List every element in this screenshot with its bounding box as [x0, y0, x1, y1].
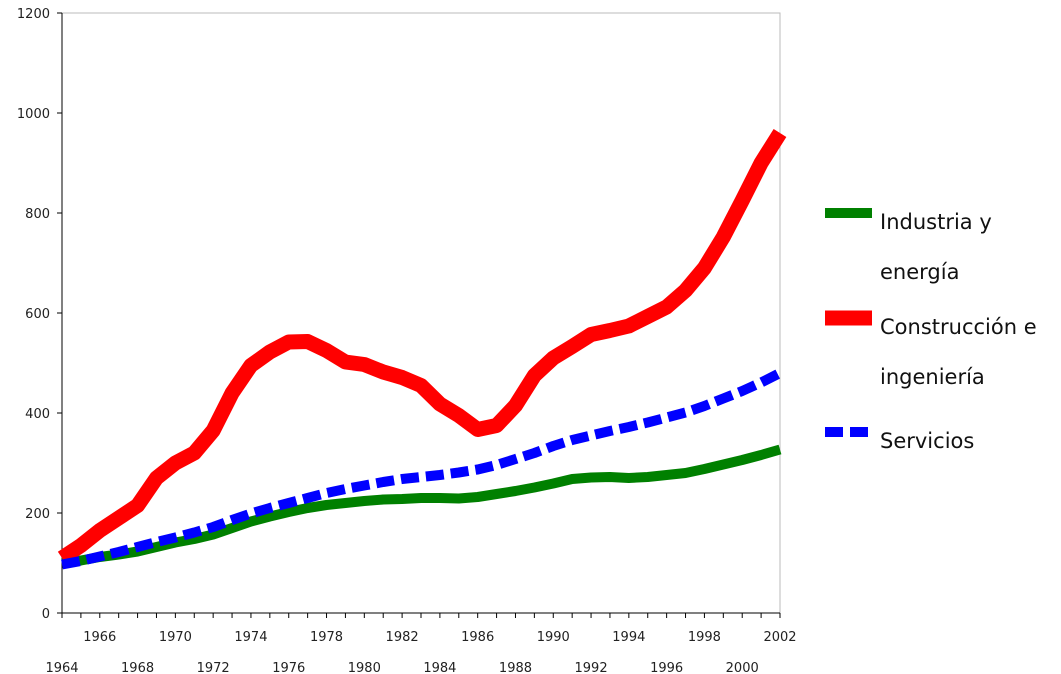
series-line — [57, 129, 787, 565]
x-tick-label: 1974 — [234, 630, 267, 645]
legend-label: Construcción e — [880, 315, 1037, 339]
x-tick-label: 1984 — [423, 661, 456, 674]
x-tick-label: 1994 — [612, 630, 645, 645]
x-tick-label: 1996 — [650, 661, 683, 674]
x-tick-label: 1966 — [83, 630, 116, 645]
x-tick-label: 1992 — [575, 661, 608, 674]
y-tick-label: 600 — [25, 307, 50, 322]
legend-label: energía — [880, 260, 959, 284]
y-tick-label: 800 — [25, 207, 50, 222]
legend: Industria y energía Construcción e ingenier… — [825, 208, 1037, 453]
x-tick-label: 1990 — [537, 630, 570, 645]
plot-frame — [61, 12, 781, 614]
y-tick-label: 1000 — [17, 107, 50, 122]
x-tick-label: 1976 — [272, 661, 305, 674]
x-tick-label: 1964 — [45, 661, 78, 674]
legend-label: Servicios — [880, 429, 974, 453]
x-tick-label: 1988 — [499, 661, 532, 674]
x-tick-label: 1982 — [386, 630, 419, 645]
series-line — [61, 368, 783, 570]
x-tick-label: 1978 — [310, 630, 343, 645]
x-tick-label: 1972 — [197, 661, 230, 674]
x-tick-label: 2000 — [726, 661, 759, 674]
x-tick-label: 1998 — [688, 630, 721, 645]
series-line — [61, 444, 782, 568]
x-axis-ticks: 1966 1970 1974 1978 1982 1986 1990 1994 1998 2002… — [45, 613, 797, 674]
series-layer — [57, 129, 787, 570]
y-tick-label: 400 — [25, 407, 50, 422]
y-tick-label: 1200 — [17, 7, 50, 22]
x-tick-label: 1970 — [159, 630, 192, 645]
axes — [61, 12, 781, 614]
x-tick-label: 2002 — [763, 630, 796, 645]
y-tick-label: 200 — [25, 507, 50, 522]
x-tick-label: 1968 — [121, 661, 154, 674]
y-tick-label: 0 — [42, 607, 50, 622]
y-axis-ticks: 0 200 400 600 800 1000 1200 — [17, 7, 62, 622]
x-tick-label: 1986 — [461, 630, 494, 645]
legend-label: ingeniería — [880, 365, 985, 389]
x-tick-label: 1980 — [348, 661, 381, 674]
legend-label: Industria y — [880, 210, 992, 234]
